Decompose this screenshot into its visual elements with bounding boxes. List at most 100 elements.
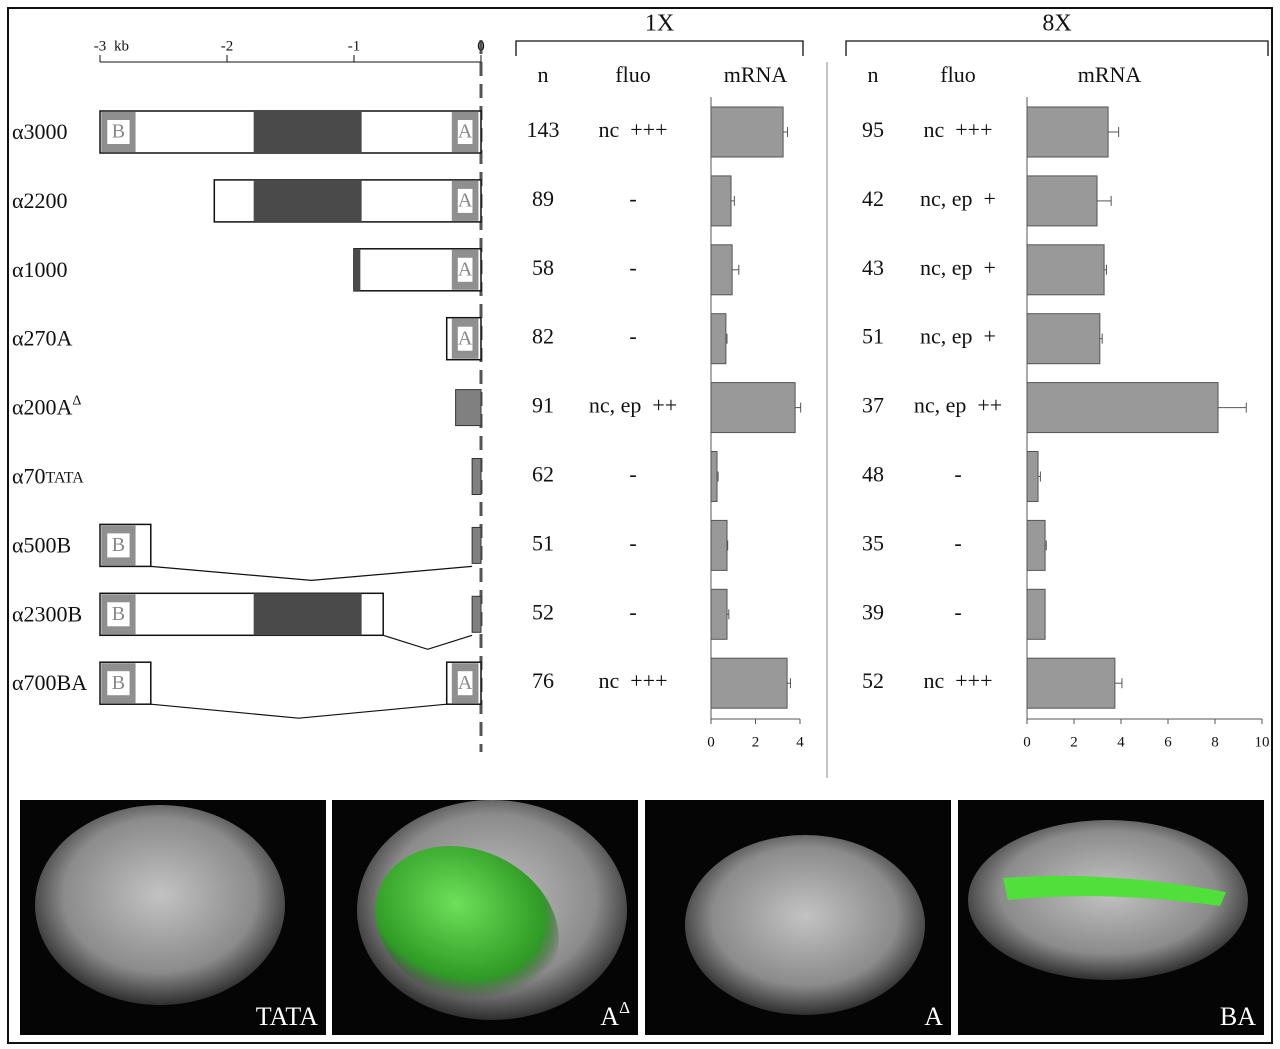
promoter-fragment — [471, 458, 482, 495]
group-title: 1X — [645, 11, 674, 37]
x-tick-label: 4 — [1117, 734, 1125, 750]
join-line — [150, 703, 447, 719]
fluo-value: - — [629, 599, 636, 624]
construct-name-sup: Δ — [72, 394, 81, 409]
group-title: 8X — [1042, 11, 1071, 37]
bar — [1026, 313, 1101, 365]
coding-region — [253, 179, 362, 222]
embryo — [968, 820, 1248, 980]
bar — [710, 588, 728, 640]
n-value: 35 — [862, 530, 884, 555]
scale-tick-label: -1 — [348, 38, 361, 54]
scale-unit: kb — [114, 38, 129, 54]
bar — [710, 175, 732, 227]
n-value: 82 — [532, 324, 554, 349]
bar — [1026, 244, 1105, 296]
fluo-value: - — [629, 255, 636, 280]
bar — [710, 382, 796, 434]
frame — [7, 7, 1273, 1044]
group-bracket — [845, 40, 1269, 56]
column-header: fluo — [615, 62, 650, 87]
promoter-fragment — [471, 595, 482, 633]
construct-name: α700BA — [12, 670, 87, 695]
gfp-signal — [375, 846, 559, 1004]
coding-region — [354, 248, 361, 291]
bar — [710, 244, 733, 296]
n-value: 51 — [862, 324, 884, 349]
column-header: n — [538, 62, 549, 87]
fluo-value: - — [629, 324, 636, 349]
site-inner — [457, 188, 473, 213]
embryo — [35, 805, 285, 1005]
site-label: A — [458, 327, 473, 349]
bar — [710, 657, 788, 709]
join-line — [150, 565, 473, 582]
panel-label-main: A — [600, 1002, 619, 1031]
fluo-value: nc +++ — [924, 117, 993, 142]
column-header: mRNA — [724, 62, 788, 87]
fluo-value: nc, ep + — [920, 255, 996, 280]
construct-name: α2300B — [12, 601, 82, 626]
column-header: fluo — [940, 62, 975, 87]
x-tick-label: 0 — [1023, 734, 1031, 750]
x-tick-label: 6 — [1164, 734, 1172, 750]
construct-name: α500B — [12, 532, 71, 557]
fluo-value: nc +++ — [924, 668, 993, 693]
x-tick-label: 0 — [707, 734, 715, 750]
n-value: 43 — [862, 255, 884, 280]
x-tick-label: 10 — [1255, 734, 1270, 750]
panel-label: TATA — [256, 1002, 318, 1031]
construct-name-main: α70 — [12, 464, 46, 489]
fluo-value: nc +++ — [599, 668, 668, 693]
bar — [710, 106, 784, 158]
n-value: 37 — [862, 393, 884, 418]
fluo-value: - — [954, 462, 961, 487]
bar — [1026, 657, 1116, 709]
bar — [1026, 175, 1098, 227]
construct-name-main: α270A — [12, 326, 73, 351]
site-label: A — [458, 672, 473, 694]
construct-name: α200AΔ — [12, 394, 81, 420]
coding-region — [253, 593, 362, 636]
site-inner — [457, 671, 473, 696]
construct-name-main: α2200 — [12, 188, 68, 213]
group-bracket — [515, 40, 804, 56]
site-inner — [457, 120, 473, 144]
x-tick-label: 2 — [752, 734, 760, 750]
site-label: B — [112, 121, 125, 143]
bar — [710, 451, 718, 502]
panel-label-main: A — [924, 1002, 943, 1031]
x-tick-label: 8 — [1211, 734, 1219, 750]
site-inner — [457, 326, 473, 351]
construct-name-main: α3000 — [12, 119, 68, 144]
site-inner — [107, 671, 130, 696]
n-value: 58 — [532, 255, 554, 280]
site-inner — [457, 257, 473, 282]
construct-name-main: α200A — [12, 395, 73, 420]
construct-name: α3000 — [12, 119, 68, 144]
n-value: 52 — [862, 668, 884, 693]
panel-label-main: TATA — [256, 1002, 318, 1031]
n-value: 76 — [532, 668, 554, 693]
join-line — [383, 634, 473, 650]
site-label: B — [112, 534, 125, 556]
x-tick-label: 4 — [796, 734, 804, 750]
bar — [1026, 382, 1219, 434]
panel-label-sup: Δ — [619, 998, 630, 1017]
coding-region — [253, 111, 362, 153]
construct-name-main: α700BA — [12, 670, 87, 695]
fluo-value: - — [629, 530, 636, 555]
site-inner — [107, 120, 130, 144]
bar — [1026, 451, 1039, 502]
construct-name-main: α2300B — [12, 601, 82, 626]
n-value: 89 — [532, 186, 554, 211]
fluo-value: nc +++ — [599, 117, 668, 142]
fluo-value: nc, ep + — [920, 186, 996, 211]
column-header: n — [868, 62, 879, 87]
gfp-signal — [1003, 875, 1226, 906]
n-value: 62 — [532, 462, 554, 487]
construct-name-main: α500B — [12, 532, 71, 557]
x-tick-label: 2 — [1070, 734, 1078, 750]
fluo-value: - — [629, 462, 636, 487]
